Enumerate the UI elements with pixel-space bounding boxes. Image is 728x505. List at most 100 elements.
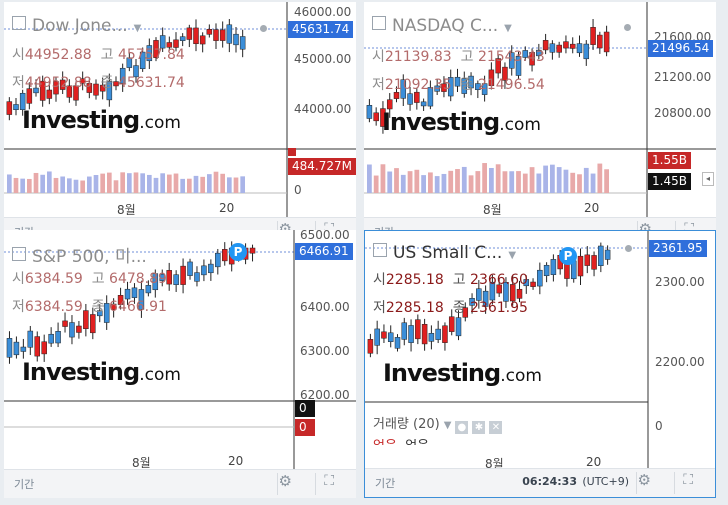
candle-body bbox=[590, 27, 596, 45]
event-badge-icon[interactable]: P bbox=[559, 247, 577, 265]
candle-body bbox=[415, 319, 421, 340]
candle-body bbox=[428, 333, 435, 342]
volume-bar bbox=[153, 177, 159, 193]
volume-bar bbox=[13, 177, 19, 193]
volume-bar bbox=[502, 171, 508, 193]
volume-bar bbox=[475, 171, 481, 193]
sp500-bottom-bar: 기간 ⚙ ⛶ bbox=[4, 469, 356, 498]
candle-body bbox=[448, 316, 455, 332]
volume-bar bbox=[461, 166, 467, 193]
gear-icon[interactable]: ⚙ bbox=[278, 472, 292, 490]
sp500-title[interactable]: S&P 500, 미... bbox=[12, 242, 147, 267]
dow-panel: Dow Jone... ▼ 시44952.88 고 45757.84 저44952… bbox=[4, 2, 356, 246]
chevron-down-icon[interactable]: ▼ bbox=[508, 250, 517, 261]
candle-body bbox=[550, 259, 557, 275]
candle-body bbox=[454, 76, 461, 87]
candle-body bbox=[249, 247, 256, 254]
candle-body bbox=[159, 273, 165, 281]
candle-body bbox=[455, 317, 462, 337]
price-tag: 2361.95 bbox=[649, 240, 707, 257]
x-axis-month: 8월 bbox=[117, 203, 136, 217]
chevron-down-icon[interactable]: ▼ bbox=[504, 23, 512, 34]
candle-body bbox=[153, 40, 159, 58]
investing-logo: Investing.com bbox=[22, 358, 181, 386]
volume-bar bbox=[187, 178, 192, 193]
period-button[interactable]: 기간 bbox=[14, 478, 35, 491]
dow-ohlc-row1: 시44952.88 고 45757.84 bbox=[12, 47, 185, 63]
dow-title[interactable]: Dow Jone... ▼ bbox=[12, 16, 141, 36]
volume-bar bbox=[387, 171, 393, 193]
candle-body bbox=[97, 310, 103, 317]
candle-body bbox=[373, 112, 379, 122]
expand-icon[interactable]: ⛶ bbox=[324, 221, 334, 237]
candle-body bbox=[408, 325, 414, 343]
chevron-down-icon[interactable]: ▼ bbox=[443, 420, 452, 431]
candle-body bbox=[180, 265, 186, 285]
candle-body bbox=[447, 77, 454, 97]
checkbox-icon[interactable] bbox=[372, 16, 386, 30]
candle-body bbox=[139, 51, 146, 70]
volume-bar bbox=[414, 169, 420, 193]
russell-chart[interactable]: US Small C... ▼ 시2285.18 고 2366.60 저2285.… bbox=[365, 231, 715, 471]
expand-icon[interactable]: ⛶ bbox=[684, 221, 694, 237]
candle-body bbox=[591, 255, 597, 270]
volume-bar bbox=[495, 164, 501, 193]
volume-bar bbox=[73, 179, 79, 193]
event-badge-icon[interactable]: P bbox=[229, 243, 247, 261]
nasdaq-panel: NASDAQ C... ▼ 시21139.83 고 21543.43 저21092… bbox=[364, 2, 716, 246]
timezone-label[interactable]: (UTC+9) bbox=[582, 475, 629, 488]
candle-body bbox=[166, 42, 173, 48]
candle-body bbox=[508, 52, 515, 69]
scroll-handle[interactable]: ◂ bbox=[702, 172, 714, 186]
russell-panel: US Small C... ▼ 시2285.18 고 2366.60 저2285.… bbox=[364, 230, 716, 498]
checkbox-icon[interactable] bbox=[12, 16, 26, 30]
gear-icon[interactable]: ✱ bbox=[472, 421, 486, 434]
candle-body bbox=[117, 295, 124, 305]
gear-icon[interactable]: ⚙ bbox=[637, 471, 651, 489]
candle-body bbox=[187, 261, 193, 276]
candle-body bbox=[542, 40, 549, 51]
candle-body bbox=[215, 252, 221, 268]
sp500-chart[interactable]: S&P 500, 미... 시6384.59 고 6478.89 저6384.5… bbox=[4, 228, 356, 470]
russell-title[interactable]: US Small C... ▼ bbox=[373, 243, 516, 263]
close-icon[interactable]: ✕ bbox=[489, 421, 503, 434]
price-tag: 45631.74 bbox=[288, 21, 354, 38]
volume-bar bbox=[373, 175, 379, 193]
candle-body bbox=[421, 324, 428, 345]
axis-label: 6400.00 bbox=[300, 300, 350, 314]
eye-icon[interactable]: ● bbox=[455, 421, 469, 434]
volume-bar bbox=[93, 175, 99, 193]
axis-label: 45000.00 bbox=[294, 52, 352, 66]
volume-bar bbox=[227, 177, 232, 193]
candle-body bbox=[393, 92, 400, 99]
candle-body bbox=[598, 245, 604, 266]
candle-body bbox=[434, 85, 440, 92]
candle-body bbox=[522, 50, 529, 58]
candle-body bbox=[603, 31, 610, 53]
sp500-panel: S&P 500, 미... 시6384.59 고 6478.89 저6384.5… bbox=[4, 228, 356, 498]
volume-bar bbox=[597, 163, 603, 193]
candle-body bbox=[41, 341, 47, 355]
dow-chart[interactable]: Dow Jone... ▼ 시44952.88 고 45757.84 저44952… bbox=[4, 2, 356, 221]
volume-legend[interactable]: 거래량 (20) ▼ ● ✱ ✕ bbox=[373, 413, 503, 434]
chevron-down-icon[interactable]: ▼ bbox=[133, 23, 142, 34]
x-axis-month: 8월 bbox=[485, 457, 504, 471]
candle-body bbox=[529, 52, 535, 66]
x-axis-month: 8월 bbox=[483, 203, 502, 217]
candle-body bbox=[583, 43, 590, 60]
candle-body bbox=[76, 325, 82, 333]
checkbox-icon[interactable] bbox=[373, 243, 387, 257]
nasdaq-chart[interactable]: NASDAQ C... ▼ 시21139.83 고 21543.43 저21092… bbox=[364, 2, 716, 221]
checkbox-icon[interactable] bbox=[12, 247, 26, 261]
nasdaq-title-text: NASDAQ C... bbox=[392, 16, 499, 36]
candle-body bbox=[584, 254, 591, 266]
candle-body bbox=[90, 314, 96, 334]
period-button[interactable]: 기간 bbox=[375, 477, 396, 490]
nasdaq-title[interactable]: NASDAQ C... ▼ bbox=[372, 16, 512, 36]
candle-body bbox=[502, 66, 508, 81]
expand-icon[interactable]: ⛶ bbox=[683, 472, 693, 488]
expand-icon[interactable]: ⛶ bbox=[324, 473, 334, 489]
volume-bar bbox=[7, 174, 12, 193]
candle-body bbox=[488, 69, 495, 86]
nasdaq-chart-svg bbox=[364, 2, 716, 221]
